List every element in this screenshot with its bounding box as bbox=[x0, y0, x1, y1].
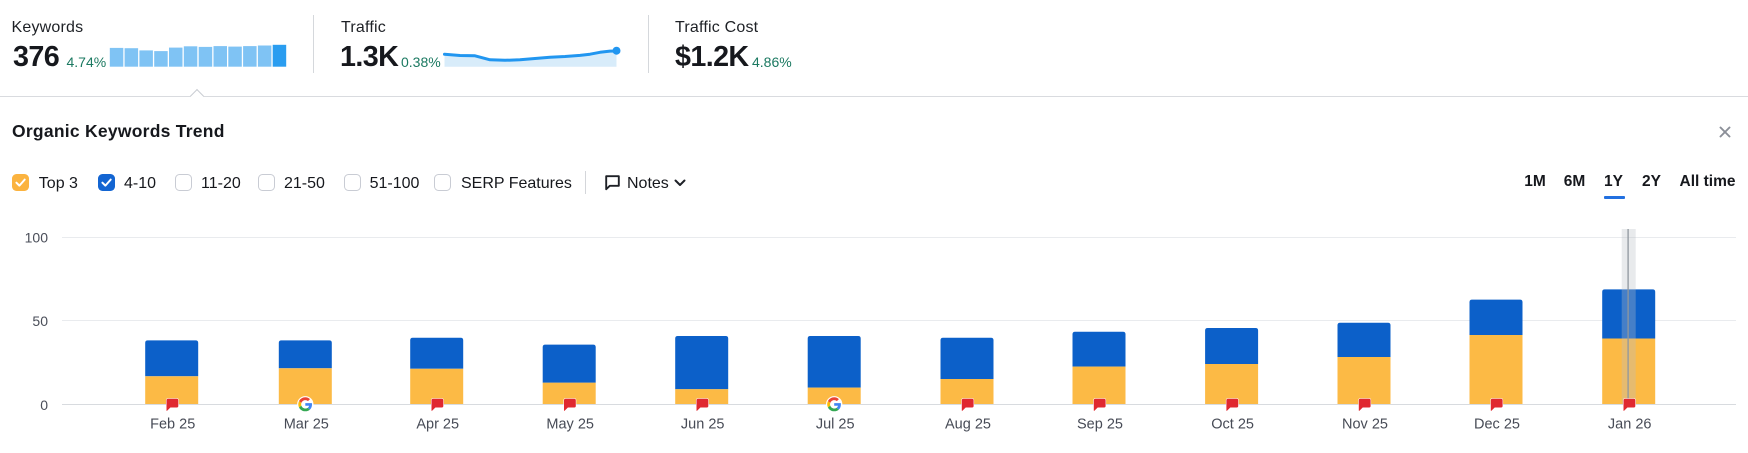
svg-text:Mar 25: Mar 25 bbox=[284, 417, 329, 433]
svg-text:100: 100 bbox=[25, 229, 49, 245]
svg-text:Jun 25: Jun 25 bbox=[681, 417, 725, 433]
svg-text:Apr 25: Apr 25 bbox=[416, 417, 459, 433]
svg-text:Nov 25: Nov 25 bbox=[1342, 417, 1388, 433]
svg-text:Aug 25: Aug 25 bbox=[945, 417, 991, 433]
svg-text:May 25: May 25 bbox=[546, 417, 594, 433]
svg-text:Dec 25: Dec 25 bbox=[1474, 417, 1520, 433]
svg-text:50: 50 bbox=[32, 313, 48, 329]
svg-text:Oct 25: Oct 25 bbox=[1211, 417, 1254, 433]
svg-text:Sep 25: Sep 25 bbox=[1077, 417, 1123, 433]
svg-text:Feb 25: Feb 25 bbox=[150, 417, 195, 433]
svg-text:Jul 25: Jul 25 bbox=[816, 417, 855, 433]
svg-text:Jan 26: Jan 26 bbox=[1608, 417, 1652, 433]
svg-text:0: 0 bbox=[40, 397, 48, 413]
